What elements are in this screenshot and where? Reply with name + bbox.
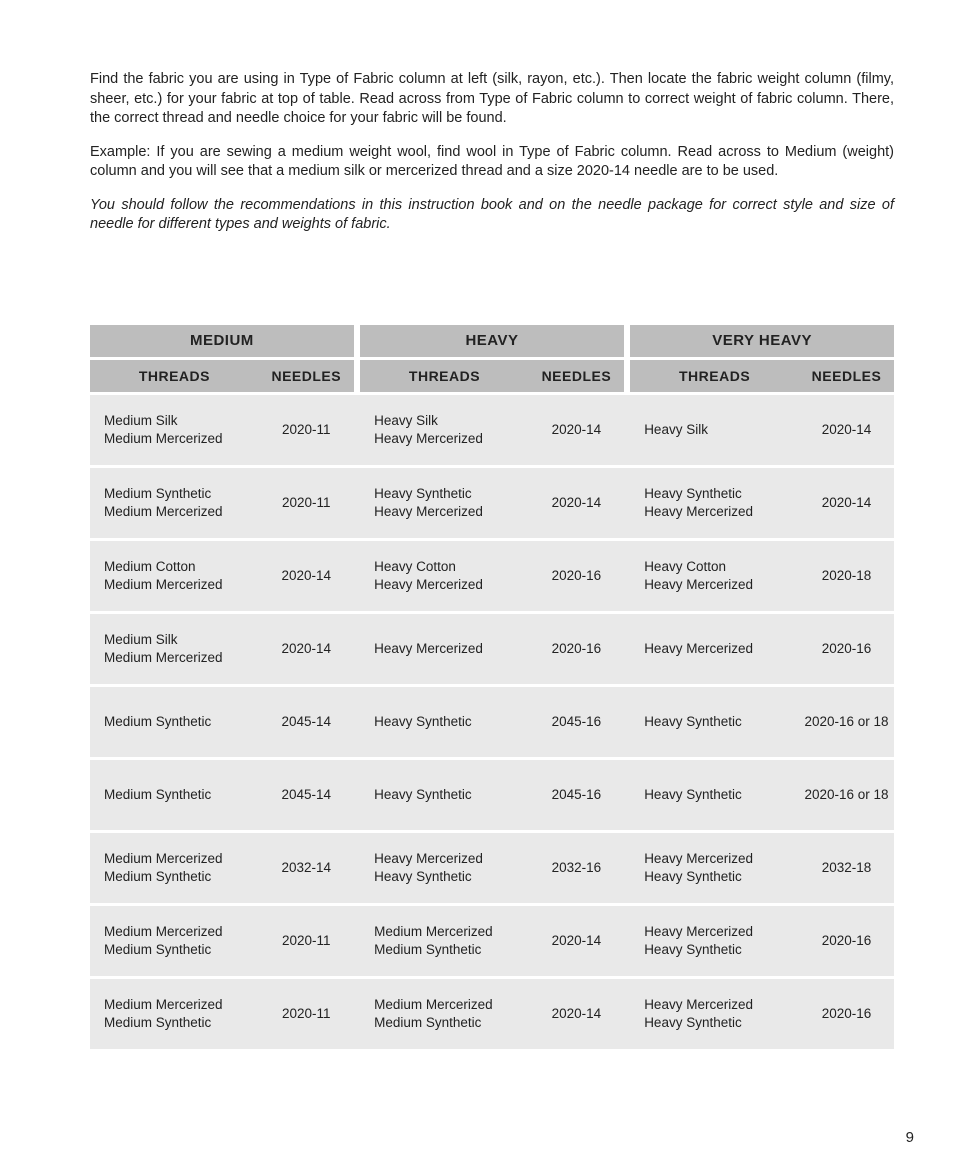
threads-cell: Heavy MercerizedHeavy Synthetic: [630, 833, 799, 903]
threads-cell: Medium MercerizedMedium Synthetic: [90, 833, 259, 903]
threads-cell: Heavy SilkHeavy Mercerized: [360, 395, 529, 465]
needles-cell: 2020-11: [259, 395, 354, 465]
needles-cell: 2032-18: [799, 833, 894, 903]
table-row: Medium MercerizedMedium Synthetic2020-11…: [90, 906, 894, 976]
subhead-needles: NEEDLES: [529, 360, 624, 392]
weight-header-medium: MEDIUM: [90, 325, 354, 357]
needles-cell: 2020-16: [799, 614, 894, 684]
subhead-threads: THREADS: [360, 360, 529, 392]
intro-para-1: Find the fabric you are using in Type of…: [90, 70, 894, 129]
needles-cell: 2020-14: [259, 541, 354, 611]
threads-cell: Medium MercerizedMedium Synthetic: [90, 906, 259, 976]
subhead-needles: NEEDLES: [259, 360, 354, 392]
table-row: Medium SilkMedium Mercerized2020-11Heavy…: [90, 395, 894, 465]
threads-cell: Medium MercerizedMedium Synthetic: [360, 979, 529, 1049]
subhead-threads: THREADS: [90, 360, 259, 392]
threads-cell: Medium Synthetic: [90, 687, 259, 757]
threads-cell: Heavy CottonHeavy Mercerized: [360, 541, 529, 611]
subhead-threads: THREADS: [630, 360, 799, 392]
needles-cell: 2032-14: [259, 833, 354, 903]
needles-cell: 2020-16: [799, 979, 894, 1049]
table-row: Medium SilkMedium Mercerized2020-14Heavy…: [90, 614, 894, 684]
page: Find the fabric you are using in Type of…: [0, 0, 954, 1166]
needles-cell: 2045-14: [259, 687, 354, 757]
needles-cell: 2020-11: [259, 906, 354, 976]
row-gap: [90, 1049, 894, 1052]
threads-cell: Heavy CottonHeavy Mercerized: [630, 541, 799, 611]
table-body: Medium SilkMedium Mercerized2020-11Heavy…: [90, 395, 894, 1052]
needles-cell: 2020-14: [529, 979, 624, 1049]
intro-para-2: Example: If you are sewing a medium weig…: [90, 143, 894, 182]
threads-cell: Medium MercerizedMedium Synthetic: [90, 979, 259, 1049]
table-head: MEDIUM HEAVY VERY HEAVY THREADS NEEDLES …: [90, 325, 894, 395]
threads-cell: Heavy Synthetic: [630, 760, 799, 830]
page-number: 9: [906, 1129, 914, 1146]
threads-cell: Heavy Mercerized: [630, 614, 799, 684]
threads-cell: Medium Synthetic: [90, 760, 259, 830]
table-row: Medium MercerizedMedium Synthetic2020-11…: [90, 979, 894, 1049]
needles-cell: 2020-11: [259, 979, 354, 1049]
weight-header-row: MEDIUM HEAVY VERY HEAVY: [90, 325, 894, 357]
needles-cell: 2020-14: [529, 395, 624, 465]
table-row: Medium Synthetic2045-14Heavy Synthetic20…: [90, 760, 894, 830]
needles-cell: 2020-18: [799, 541, 894, 611]
subhead-row: THREADS NEEDLES THREADS NEEDLES THREADS …: [90, 360, 894, 392]
intro-para-3: You should follow the recommendations in…: [90, 196, 894, 235]
threads-cell: Heavy Synthetic: [630, 687, 799, 757]
needles-cell: 2020-14: [799, 468, 894, 538]
weight-header-veryheavy: VERY HEAVY: [630, 325, 894, 357]
needles-cell: 2020-16: [799, 906, 894, 976]
thread-needle-table-wrap: MEDIUM HEAVY VERY HEAVY THREADS NEEDLES …: [90, 325, 894, 1052]
threads-cell: Medium SyntheticMedium Mercerized: [90, 468, 259, 538]
thread-needle-table: MEDIUM HEAVY VERY HEAVY THREADS NEEDLES …: [90, 325, 894, 1052]
threads-cell: Heavy MercerizedHeavy Synthetic: [360, 833, 529, 903]
threads-cell: Heavy Synthetic: [360, 687, 529, 757]
intro-block: Find the fabric you are using in Type of…: [90, 70, 894, 235]
needles-cell: 2020-16 or 18: [799, 687, 894, 757]
needles-cell: 2045-16: [529, 760, 624, 830]
table-row: Medium SyntheticMedium Mercerized2020-11…: [90, 468, 894, 538]
table-row: Medium Synthetic2045-14Heavy Synthetic20…: [90, 687, 894, 757]
needles-cell: 2020-16: [529, 614, 624, 684]
threads-cell: Medium SilkMedium Mercerized: [90, 614, 259, 684]
threads-cell: Medium MercerizedMedium Synthetic: [360, 906, 529, 976]
table-row: Medium CottonMedium Mercerized2020-14Hea…: [90, 541, 894, 611]
threads-cell: Medium SilkMedium Mercerized: [90, 395, 259, 465]
threads-cell: Heavy SyntheticHeavy Mercerized: [630, 468, 799, 538]
needles-cell: 2020-14: [529, 906, 624, 976]
needles-cell: 2020-11: [259, 468, 354, 538]
threads-cell: Heavy SyntheticHeavy Mercerized: [360, 468, 529, 538]
table-row: Medium MercerizedMedium Synthetic2032-14…: [90, 833, 894, 903]
needles-cell: 2020-14: [529, 468, 624, 538]
needles-cell: 2020-14: [799, 395, 894, 465]
threads-cell: Heavy Silk: [630, 395, 799, 465]
threads-cell: Medium CottonMedium Mercerized: [90, 541, 259, 611]
needles-cell: 2020-14: [259, 614, 354, 684]
needles-cell: 2020-16: [529, 541, 624, 611]
threads-cell: Heavy Mercerized: [360, 614, 529, 684]
threads-cell: Heavy MercerizedHeavy Synthetic: [630, 979, 799, 1049]
subhead-needles: NEEDLES: [799, 360, 894, 392]
needles-cell: 2045-14: [259, 760, 354, 830]
needles-cell: 2045-16: [529, 687, 624, 757]
weight-header-heavy: HEAVY: [360, 325, 624, 357]
needles-cell: 2020-16 or 18: [799, 760, 894, 830]
threads-cell: Heavy MercerizedHeavy Synthetic: [630, 906, 799, 976]
needles-cell: 2032-16: [529, 833, 624, 903]
threads-cell: Heavy Synthetic: [360, 760, 529, 830]
